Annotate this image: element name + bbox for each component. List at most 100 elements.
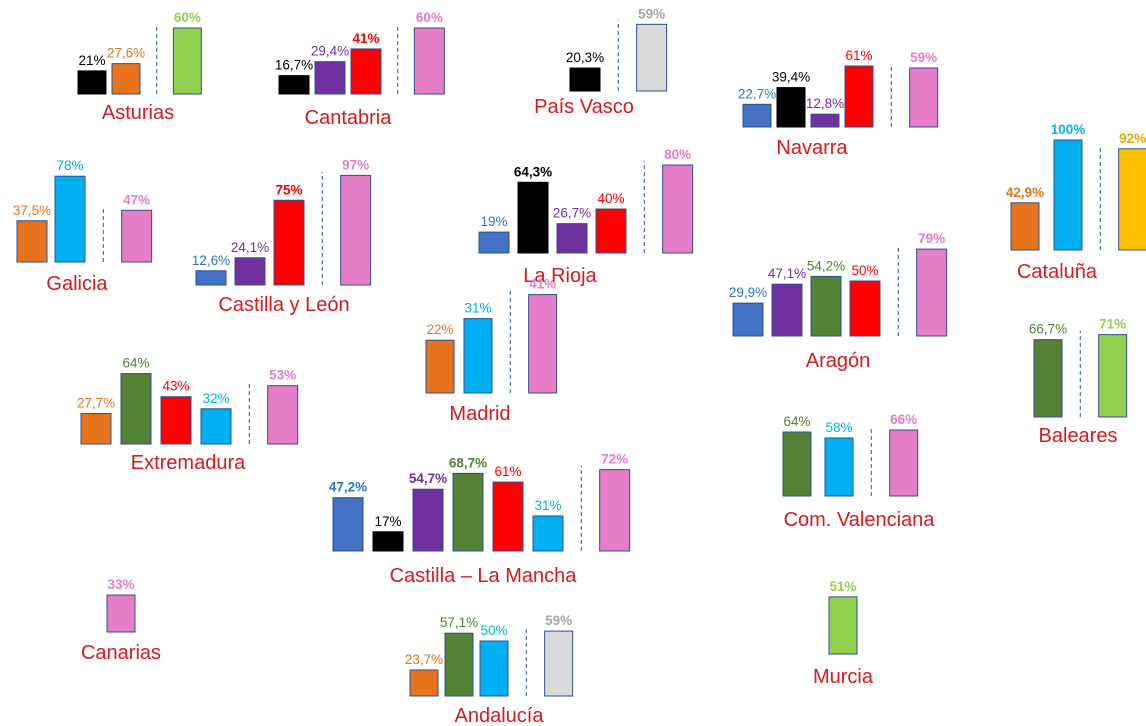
region-com-valenciana-name: Com. Valenciana xyxy=(784,509,936,531)
region-la-rioja-name: La Rioja xyxy=(523,265,597,287)
region-baleares: 66,7% 71% Baleares xyxy=(1029,317,1128,447)
region-asturias-series-2-value-label: 27,6% xyxy=(107,46,145,61)
region-madrid-series-1-bar xyxy=(425,339,455,394)
region-extremadura-series-1-value-label: 27,7% xyxy=(77,396,115,411)
region-asturias-total-bar xyxy=(172,27,202,95)
region-madrid-name: Madrid xyxy=(449,403,510,425)
region-navarra-name: Navarra xyxy=(776,137,848,159)
region-castilla-la-mancha-series-2-bar xyxy=(372,531,404,552)
region-galicia-name: Galicia xyxy=(46,273,108,295)
region-castilla-la-mancha: 47,2% 17% 54,7%68,7% 61% 31% 72% Castilla – La… xyxy=(329,452,631,587)
region-castilla-la-mancha-series-6-value-label: 31% xyxy=(534,498,561,513)
region-murcia: 51% Murcia xyxy=(813,579,874,688)
region-murcia-total-value-label: 51% xyxy=(829,579,856,594)
region-pais-vasco-total-value-label: 59% xyxy=(638,6,665,21)
region-com-valenciana-series-2-bar xyxy=(824,437,854,497)
region-navarra-series-3-bar xyxy=(810,113,840,128)
region-pais-vasco-series-1-bar xyxy=(569,67,601,92)
region-asturias-series-1-value-label: 21% xyxy=(78,53,105,68)
region-asturias-series-1-bar xyxy=(77,70,107,95)
region-castilla-la-mancha-series-6-bar xyxy=(532,515,564,552)
region-castilla-la-mancha-total-bar xyxy=(599,469,631,552)
region-cantabria-series-2-bar xyxy=(314,61,346,95)
region-la-rioja: 19% 64,3% 26,7% 40% 80% La Rioja xyxy=(478,147,694,287)
region-castilla-la-mancha-series-4-bar xyxy=(452,472,484,552)
region-navarra-series-4-bar xyxy=(844,65,874,128)
region-castilla-la-mancha-series-5-value-label: 61% xyxy=(494,464,521,479)
region-com-valenciana-total-bar xyxy=(889,429,919,497)
region-la-rioja-total-value-label: 80% xyxy=(664,147,691,162)
region-cantabria-series-1-bar xyxy=(278,75,310,95)
region-aragon-series-4-value-label: 50% xyxy=(851,263,878,278)
region-la-rioja-series-1-bar xyxy=(478,231,510,254)
region-madrid-total-value-label: 41% xyxy=(529,277,556,292)
region-cataluna-series-1-bar xyxy=(1010,202,1040,251)
region-baleares-total-bar xyxy=(1098,334,1128,418)
region-extremadura-series-2-value-label: 64% xyxy=(122,356,149,371)
region-castilla-la-mancha-series-1-bar xyxy=(332,497,364,552)
region-canarias-total-bar xyxy=(106,594,136,633)
region-canarias-name: Canarias xyxy=(81,642,161,664)
region-andalucia: 23,7% 57,1%50% 59% Andalucía xyxy=(405,613,574,726)
region-andalucia-series-2-bar xyxy=(444,632,474,697)
region-madrid-series-2-value-label: 31% xyxy=(464,301,491,316)
region-asturias: 21% 27,6% 60% Asturias xyxy=(77,10,202,124)
region-aragon-series-3-bar xyxy=(810,275,842,337)
region-galicia-total-value-label: 47% xyxy=(123,192,150,207)
region-la-rioja-series-4-value-label: 40% xyxy=(597,191,624,206)
region-castilla-la-mancha-series-4-value-label: 68,7% xyxy=(449,455,487,470)
region-castilla-la-mancha-series-1-value-label: 47,2% xyxy=(329,480,367,495)
region-castilla-la-mancha-series-2-value-label: 17% xyxy=(374,514,401,529)
region-andalucia-series-2-value-label: 57,1% xyxy=(440,615,478,630)
region-castilla-y-leon-series-2-bar xyxy=(234,257,266,286)
region-cantabria-series-3-value-label: 41% xyxy=(352,31,379,46)
region-cantabria-series-2-value-label: 29,4% xyxy=(311,44,349,59)
region-baleares-series-1-value-label: 66,7% xyxy=(1029,322,1067,337)
region-extremadura-name: Extremadura xyxy=(131,452,246,474)
region-navarra-total-value-label: 59% xyxy=(910,50,937,65)
region-navarra-series-2-value-label: 39,4% xyxy=(772,70,810,85)
region-cataluna-total-bar xyxy=(1118,148,1146,251)
region-pais-vasco: 20,3% 59% País Vasco xyxy=(534,6,668,118)
region-castilla-y-leon-total-bar xyxy=(340,174,372,286)
region-madrid: 22% 31% 41% Madrid xyxy=(425,277,558,425)
region-cataluna-name: Cataluña xyxy=(1017,261,1098,283)
region-galicia-series-2-value-label: 78% xyxy=(56,158,83,173)
region-galicia-series-1-bar xyxy=(16,220,48,263)
region-navarra-series-1-bar xyxy=(742,103,772,128)
region-la-rioja-series-4-bar xyxy=(595,208,627,254)
region-cantabria-total-value-label: 60% xyxy=(416,10,443,25)
region-la-rioja-series-2-bar xyxy=(517,181,549,254)
region-galicia-series-1-value-label: 37,5% xyxy=(13,203,51,218)
region-castilla-la-mancha-series-3-bar xyxy=(412,488,444,552)
region-canarias-total-value-label: 33% xyxy=(107,577,134,592)
region-castilla-y-leon-series-2-value-label: 24,1% xyxy=(231,240,269,255)
region-aragon-total-value-label: 79% xyxy=(918,231,945,246)
region-com-valenciana-total-value-label: 66% xyxy=(890,412,917,427)
region-madrid-series-2-bar xyxy=(463,318,493,394)
region-andalucia-series-3-value-label: 50% xyxy=(480,623,507,638)
region-andalucia-name: Andalucía xyxy=(455,705,545,726)
region-madrid-series-1-value-label: 22% xyxy=(426,322,453,337)
region-navarra-series-2-bar xyxy=(776,87,806,128)
region-extremadura-series-3-value-label: 43% xyxy=(162,379,189,394)
region-galicia: 37,5% 78% 47% Galicia xyxy=(13,158,153,295)
region-extremadura-series-4-value-label: 32% xyxy=(202,391,229,406)
region-aragon-total-bar xyxy=(916,248,948,337)
region-com-valenciana-series-1-value-label: 64% xyxy=(783,414,810,429)
region-baleares-name: Baleares xyxy=(1039,425,1118,447)
region-aragon-name: Aragón xyxy=(806,350,871,372)
region-castilla-la-mancha-series-3-value-label: 54,7% xyxy=(409,471,447,486)
region-murcia-total-bar xyxy=(828,596,858,655)
region-aragon: 29,9%47,1%54,2% 50% 79% Aragón xyxy=(729,231,948,372)
region-la-rioja-series-2-value-label: 64,3% xyxy=(514,164,552,179)
region-aragon-series-1-value-label: 29,9% xyxy=(729,285,767,300)
region-cataluna: 42,9% 100% 92% Cataluña xyxy=(1006,122,1146,283)
region-baleares-total-value-label: 71% xyxy=(1099,317,1126,332)
region-navarra: 22,7%39,4% 12,8% 61% 59% Navarra xyxy=(738,48,939,159)
region-cantabria-total-bar xyxy=(413,27,445,95)
region-com-valenciana: 64% 58% 66% Com. Valenciana xyxy=(782,412,936,531)
region-cantabria-name: Cantabria xyxy=(305,107,393,129)
region-andalucia-total-bar xyxy=(544,630,574,697)
region-andalucia-series-1-bar xyxy=(409,669,439,697)
